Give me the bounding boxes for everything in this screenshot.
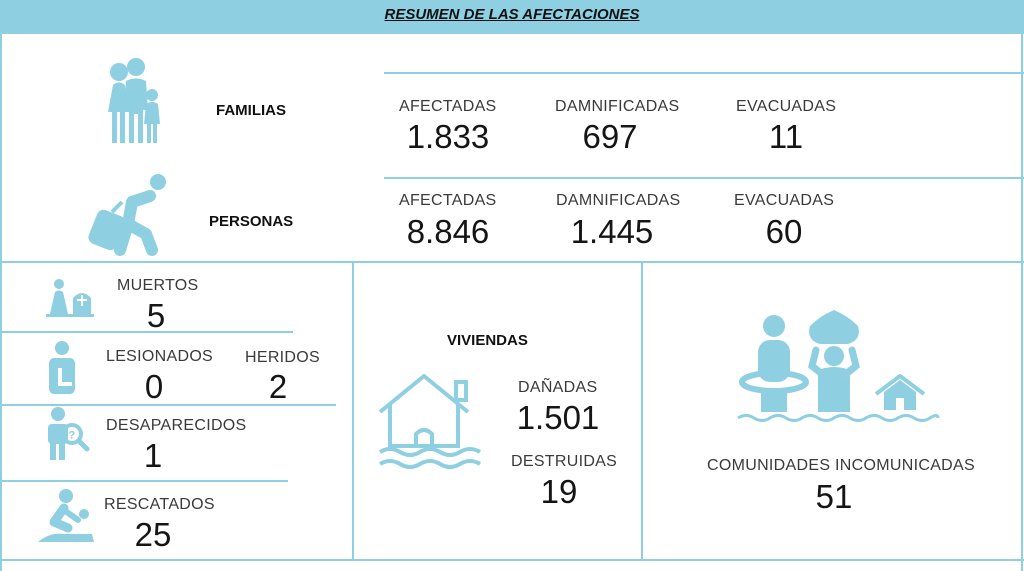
viviendas-destruidas-label: DESTRUIDAS [511, 453, 618, 470]
personas-evacuadas-label: EVACUADAS [734, 192, 835, 209]
familias-damnificadas-label: DAMNIFICADAS [555, 98, 680, 115]
rescatados-label: RESCATADOS [104, 496, 215, 513]
left-border [0, 34, 2, 571]
viviendas-danadas-value: 1.501 [516, 399, 600, 436]
rescatados-value: 25 [134, 516, 172, 553]
divider-line [352, 262, 354, 560]
personas-evacuadas-value: 60 [765, 213, 803, 250]
desaparecidos-value: 1 [143, 437, 163, 474]
personas-afectadas-value: 8.846 [406, 213, 490, 250]
divider-line [0, 331, 293, 333]
divider-line [0, 480, 288, 482]
flood-community-icon [737, 310, 940, 422]
familias-damnificadas-value: 697 [582, 118, 638, 155]
flooded-house-icon [378, 374, 482, 469]
traveler-icon [88, 174, 166, 256]
personas-damnificadas-label: DAMNIFICADAS [556, 192, 681, 209]
comunidades-label: COMUNIDADES INCOMUNICADAS [707, 457, 975, 474]
familias-afectadas-label: AFECTADAS [399, 98, 497, 115]
muertos-label: MUERTOS [117, 277, 199, 294]
divider-line [641, 262, 643, 560]
divider-line [384, 72, 1024, 74]
family-icon [108, 58, 160, 143]
muertos-value: 5 [146, 297, 166, 334]
personas-afectadas-label: AFECTADAS [399, 192, 497, 209]
page-title: RESUMEN DE LAS AFECTACIONES [384, 6, 640, 23]
divider-line [0, 559, 1024, 561]
comunidades-value: 51 [815, 478, 853, 515]
viviendas-danadas-label: DAÑADAS [518, 379, 598, 396]
lesionados-label: LESIONADOS [106, 348, 214, 365]
familias-evacuadas-value: 11 [768, 118, 804, 155]
viviendas-destruidas-value: 19 [540, 473, 578, 510]
grave-icon [46, 279, 94, 317]
familias-afectadas-value: 1.833 [406, 118, 490, 155]
divider-line [0, 261, 1024, 263]
familias-label: FAMILIAS [216, 102, 286, 119]
rescue-icon [38, 489, 94, 542]
personas-damnificadas-value: 1.445 [570, 213, 654, 250]
missing-person-icon: ? [48, 407, 90, 460]
svg-text:?: ? [69, 430, 76, 442]
header-bar [0, 0, 1024, 34]
divider-line [384, 177, 1024, 179]
right-border [1021, 34, 1023, 571]
viviendas-label: VIVIENDAS [447, 332, 528, 349]
divider-line [0, 404, 336, 406]
heridos-label: HERIDOS [245, 349, 320, 366]
personas-label: PERSONAS [209, 213, 294, 230]
lesionados-value: 0 [144, 368, 164, 405]
heridos-value: 2 [268, 368, 288, 405]
desaparecidos-label: DESAPARECIDOS [106, 417, 247, 434]
familias-evacuadas-label: EVACUADAS [736, 98, 837, 115]
injured-icon [49, 341, 75, 394]
